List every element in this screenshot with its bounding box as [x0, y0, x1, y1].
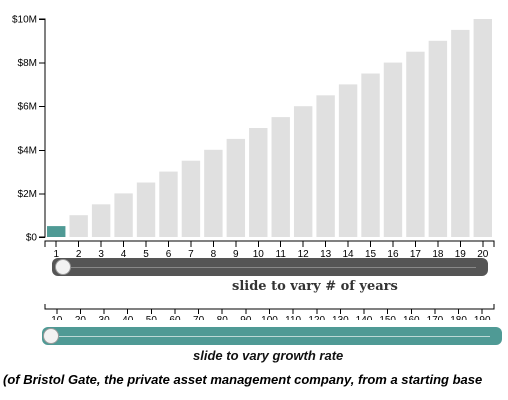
- bars-group: [47, 19, 492, 238]
- growth-tick-label: 40: [122, 315, 134, 320]
- x-tick-label: 4: [121, 249, 127, 260]
- bar: [136, 182, 156, 237]
- growth-slider-handle[interactable]: [43, 328, 59, 344]
- x-tick-label: 17: [410, 249, 422, 260]
- y-tick-label: $4M: [18, 145, 37, 156]
- growth-tick-label: 190: [474, 315, 491, 320]
- x-tick-label: 10: [253, 249, 265, 260]
- growth-tick-label: 130: [332, 315, 349, 320]
- bar: [451, 29, 470, 238]
- bar: [428, 40, 448, 237]
- years-slider-rail: [64, 267, 476, 268]
- growth-tick-label: 60: [169, 315, 181, 320]
- x-tick-label: 16: [387, 249, 399, 260]
- growth-slider[interactable]: [42, 327, 502, 345]
- growth-tick-label: 30: [99, 315, 111, 320]
- growth-tick-label: 100: [261, 315, 278, 320]
- bar: [316, 95, 335, 237]
- growth-tick-label: 160: [403, 315, 420, 320]
- x-axis-line: [44, 240, 495, 247]
- growth-tick-label: 120: [308, 315, 325, 320]
- x-tick-label: 14: [343, 249, 355, 260]
- y-axis-line: [39, 18, 46, 238]
- bar: [473, 19, 492, 237]
- x-tick-label: 12: [298, 249, 310, 260]
- x-tick-label: 9: [233, 249, 239, 260]
- x-tick-label: 7: [188, 249, 194, 260]
- chart-area: $0$2M$4M$6M$8M$10M 1 2 3 4 5 6 7 8 9 10 11 12 13 14 15…: [12, 15, 495, 320]
- growth-tick-label: 140: [356, 315, 373, 320]
- x-tick-label: 2: [76, 249, 82, 260]
- y-tick-label: $8M: [18, 58, 37, 69]
- growth-slider-label: slide to vary growth rate: [193, 348, 344, 363]
- years-slider-label: slide to vary # of years: [232, 279, 398, 294]
- x-tick-label: 15: [365, 249, 377, 260]
- growth-tick-label: 50: [146, 315, 158, 320]
- growth-tick-label: 110: [285, 315, 301, 320]
- x-tick-label: 6: [166, 249, 172, 260]
- bar: [249, 128, 268, 237]
- x-tick-label: 1: [53, 249, 59, 260]
- bar: [383, 62, 403, 237]
- x-tick-label: 8: [211, 249, 217, 260]
- y-tick-label: $6M: [18, 102, 37, 113]
- x-tick-label: 11: [276, 249, 287, 260]
- bar: [181, 160, 201, 237]
- x-tick-label: 5: [143, 249, 149, 260]
- growth-tick-label: 170: [427, 315, 444, 320]
- growth-axis-line: [44, 304, 495, 310]
- growth-tick-label: 10: [51, 315, 63, 320]
- bar: [114, 193, 133, 237]
- bar: [361, 73, 380, 237]
- bar: [406, 51, 425, 238]
- years-slider[interactable]: [52, 258, 488, 276]
- y-tick-label: $0: [26, 233, 38, 244]
- growth-tick-label: 90: [240, 315, 252, 320]
- bar: [293, 106, 313, 237]
- x-tick-label: 13: [320, 249, 332, 260]
- years-slider-handle[interactable]: [55, 259, 71, 275]
- footnote-text: (of Bristol Gate, the private asset mana…: [3, 372, 483, 387]
- x-axis: 1 2 3 4 5 6 7 8 9 10 11 12 13 14 15 16 17 18 19 20: [44, 240, 495, 260]
- x-tick-label: 3: [98, 249, 104, 260]
- growth-tick-label: 70: [193, 315, 205, 320]
- bar: [69, 215, 88, 237]
- y-tick-label: $2M: [18, 189, 37, 200]
- y-tick-label: $10M: [12, 15, 37, 26]
- x-tick-label: 18: [432, 249, 444, 260]
- y-axis: $0 $2M $4M $6M $8M $10M: [12, 15, 46, 244]
- growth-tick-label: 150: [379, 315, 396, 320]
- bar: [271, 117, 290, 237]
- growth-rate-axis: 10 20 30 40 50 60 70 80 90 100 110 120 130 140 150 160 1…: [44, 304, 495, 320]
- bar: [47, 226, 66, 237]
- bar: [204, 149, 223, 237]
- bar: [91, 204, 111, 237]
- bar: [338, 84, 358, 238]
- x-tick-label: 20: [477, 249, 489, 260]
- growth-tick-label: 80: [217, 315, 229, 320]
- growth-tick-label: 180: [450, 315, 467, 320]
- bar: [226, 138, 246, 237]
- bar: [159, 171, 178, 237]
- growth-tick-label: 20: [75, 315, 87, 320]
- growth-slider-rail: [54, 336, 490, 337]
- x-tick-label: 19: [455, 249, 467, 260]
